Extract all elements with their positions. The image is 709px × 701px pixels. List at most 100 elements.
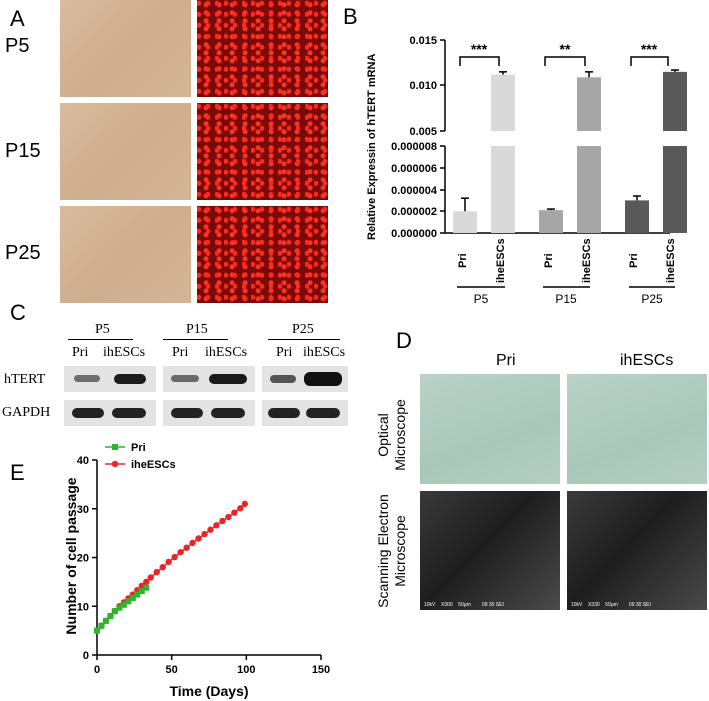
- bar-lower-5: [663, 146, 687, 233]
- lane-ihe-p25: ihESCs: [303, 345, 346, 360]
- panel-c-letter: C: [10, 300, 26, 325]
- sig-bracket-p5: [459, 56, 500, 66]
- blot-GAPDH-p5: [64, 400, 156, 426]
- lower-ticks: [440, 145, 445, 234]
- col-header-ihescs: ihESCs: [620, 352, 674, 369]
- point-iheESCs: [171, 553, 178, 561]
- bar-upper-1: [491, 74, 515, 131]
- blot-GAPDH-p25: [262, 400, 348, 426]
- lane-pri-p15: Pri: [172, 345, 189, 360]
- sem-caption-ihescs: 10kV X330 50μm 09 30 SEI: [571, 602, 651, 608]
- y-tick-label: 30: [77, 504, 89, 516]
- point-iheESCs: [183, 544, 190, 551]
- point-Pri: [111, 608, 118, 615]
- sig-bracket-p15: [544, 56, 586, 66]
- point-iheESCs: [153, 568, 160, 576]
- lane-ihe-p5: ihESCs: [103, 345, 146, 360]
- optical-image-pri: [420, 374, 560, 484]
- x-tick-label: 50: [166, 664, 178, 676]
- fluorescence-image-p25: [197, 206, 328, 303]
- row-label-p25: P25: [5, 242, 41, 264]
- sem-image-pri: 10kV X300 50μm 09 30 SEI: [420, 491, 560, 610]
- panel-d-letter: D: [396, 328, 412, 353]
- bar-chart-ylabel: Relative Expressin of hTERT mRNA: [366, 54, 378, 240]
- upper-tick-3: 0.005: [409, 126, 437, 138]
- xlabel-p25-ihe: iheESCs: [665, 238, 677, 283]
- bar-upper-3: [577, 77, 601, 131]
- brightfield-image-p25: [60, 206, 191, 303]
- point-iheESCs: [241, 500, 249, 508]
- panel-b-letter: B: [343, 4, 358, 29]
- sig-label-p25: ***: [641, 41, 658, 57]
- point-Pri: [94, 627, 100, 634]
- sem-label-text: Scanning Electron Microscope: [375, 494, 408, 608]
- group-label-p5: P5: [474, 292, 489, 306]
- xlabel-p25-pri: Pri: [628, 253, 640, 268]
- line-chart-passage: 0 50 100 150 0 10 20 30 40 Pri iheESCs Number of c…: [63, 442, 330, 699]
- lane-pri-p5: Pri: [72, 345, 89, 360]
- point-Pri: [120, 601, 127, 608]
- line-chart-ylabel: Number of cell passage: [63, 477, 79, 634]
- xlabel-p15-pri: Pri: [543, 253, 555, 268]
- bar-4: [625, 200, 649, 233]
- sig-label-p15: **: [560, 41, 571, 57]
- lane-ihe-p15: ihESCs: [205, 345, 248, 360]
- group-label-p15: P15: [555, 292, 577, 306]
- row-label-p15: P15: [5, 140, 41, 162]
- row-label-optical: Optical Microscope: [372, 385, 412, 485]
- line-chart-xlabel: Time (Days): [169, 683, 248, 699]
- lower-tick-3: 0.000004: [391, 185, 438, 197]
- panel-a-letter: A: [10, 6, 25, 31]
- bar-0: [453, 211, 477, 233]
- point-iheESCs: [143, 578, 150, 586]
- point-Pri: [116, 604, 123, 611]
- upper-tick-1: 0.015: [409, 35, 437, 47]
- optical-label-text: Optical Microscope: [375, 399, 408, 471]
- blot-passage-p5: P5: [95, 322, 110, 337]
- row-label-p5: P5: [5, 35, 30, 57]
- point-iheESCs: [237, 505, 244, 512]
- sem-caption-pri: 10kV X300 50μm 09 30 SEI: [424, 602, 504, 608]
- point-iheESCs: [201, 530, 208, 538]
- blot-hTERT-p5: [64, 366, 156, 392]
- panel-e-letter: E: [10, 460, 25, 485]
- blot-hTERT-p25: [262, 366, 348, 392]
- lower-tick-5: 0.000000: [391, 228, 437, 240]
- point-iheESCs: [225, 513, 232, 521]
- group-label-p25: P25: [641, 292, 663, 306]
- point-iheESCs: [213, 522, 220, 529]
- x-tick-label: 0: [94, 664, 100, 676]
- brightfield-image-p15: [60, 103, 191, 200]
- row-label-hTERT: hTERT: [4, 372, 46, 387]
- point-iheESCs: [231, 509, 238, 516]
- point-Pri: [107, 613, 114, 619]
- point-Pri: [98, 622, 105, 629]
- sig-label-p5: ***: [471, 41, 488, 57]
- brightfield-image-p5: [60, 0, 191, 97]
- col-header-pri: Pri: [496, 352, 516, 369]
- point-Pri: [134, 591, 141, 598]
- y-tick-label: 40: [77, 455, 89, 467]
- xlabel-p15-ihe: iheESCs: [581, 238, 593, 283]
- point-iheESCs: [159, 564, 166, 571]
- row-label-sem: Scanning Electron Microscope: [372, 492, 412, 610]
- blot-passage-p25: P25: [292, 322, 314, 337]
- point-iheESCs: [189, 539, 196, 547]
- legend-marker-iheESCs: [111, 460, 119, 468]
- point-Pri: [102, 617, 109, 624]
- bar-lower-3: [577, 146, 601, 233]
- point-Pri: [125, 598, 132, 605]
- bar-upper-5: [663, 71, 687, 131]
- lower-tick-4: 0.000002: [391, 206, 437, 218]
- point-Pri: [129, 594, 136, 601]
- x-tick-label: 150: [312, 664, 330, 676]
- point-iheESCs: [177, 548, 184, 556]
- bar-lower-1: [491, 146, 515, 233]
- point-Pri: [143, 584, 150, 591]
- fluorescence-image-p15: [197, 103, 328, 200]
- lane-pri-p25: Pri: [276, 345, 293, 360]
- fluorescence-image-p5: [197, 0, 328, 97]
- y-tick-label: 20: [77, 553, 89, 565]
- point-iheESCs: [165, 558, 172, 566]
- xlabel-p5-ihe: iheESCs: [495, 238, 507, 283]
